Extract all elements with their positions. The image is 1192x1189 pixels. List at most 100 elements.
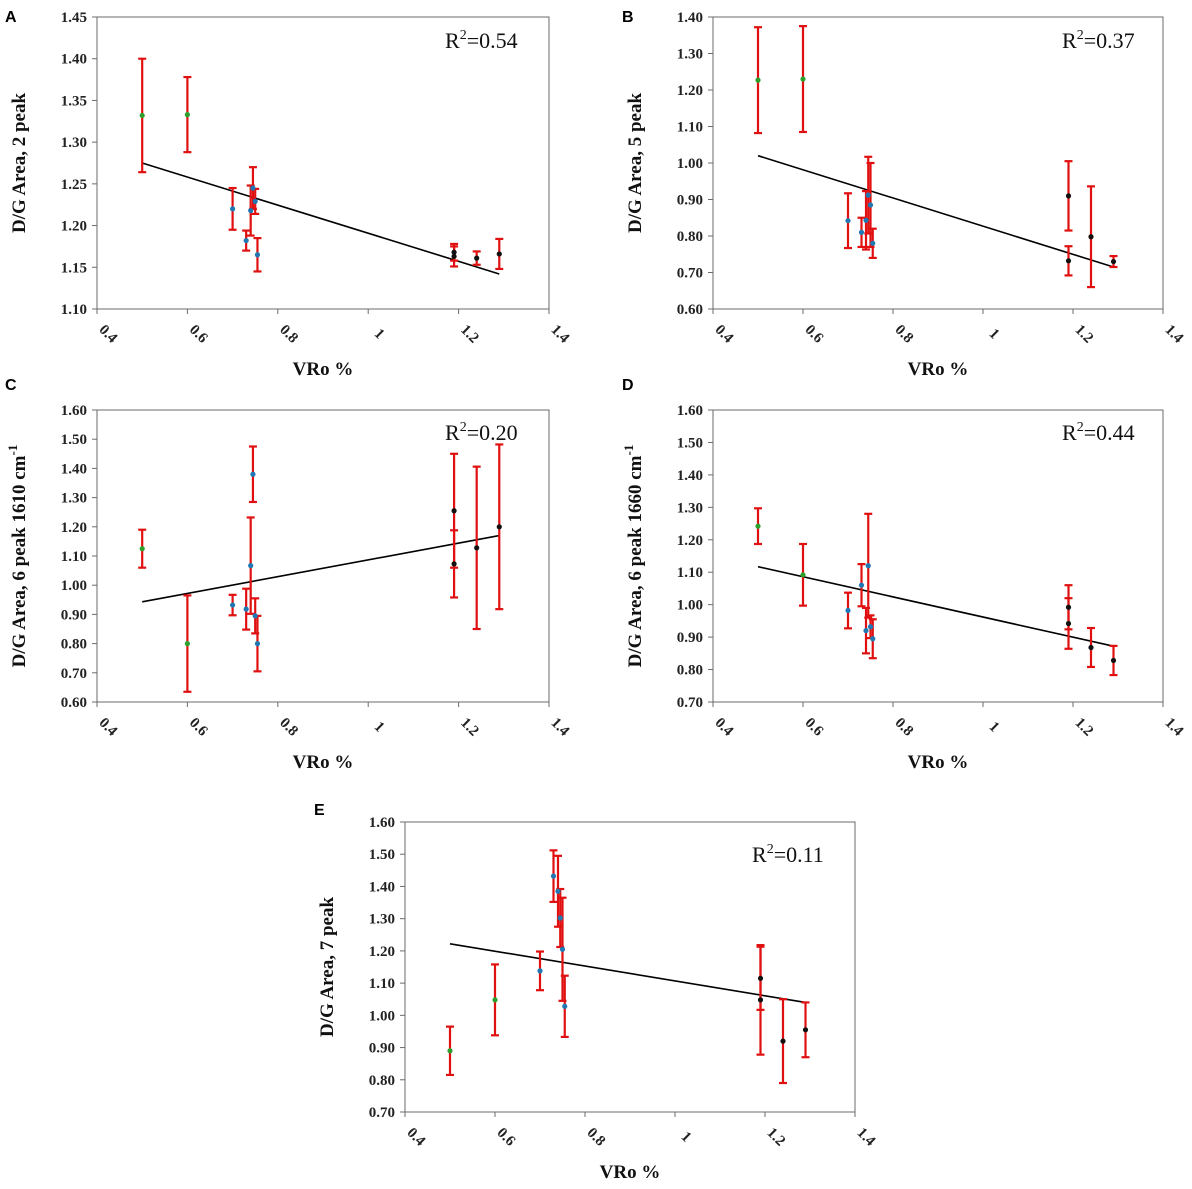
data-point (492, 997, 498, 1003)
data-point (248, 207, 254, 214)
data-point (474, 545, 480, 551)
x-tick-label: 1.4 (548, 715, 573, 740)
x-tick-label: 1.4 (1162, 715, 1187, 740)
data-point (800, 76, 806, 82)
y-tick-label: 1.60 (369, 815, 395, 831)
data-point (537, 968, 543, 974)
y-tick-label: 1.30 (677, 47, 703, 63)
y-axis-title-text: D/G Area, 2 peak (9, 93, 30, 233)
data-point (867, 624, 874, 630)
r-squared-label: R2=0.20 (445, 420, 518, 445)
y-axis-title: D/G Area, 5 peak (625, 93, 646, 233)
y-tick-label: 0.70 (369, 1105, 395, 1121)
y-tick-label: 0.90 (677, 630, 703, 646)
x-tick-label: 0.8 (276, 322, 301, 347)
y-tick-label: 0.80 (677, 663, 703, 679)
y-tick-label: 1.40 (677, 10, 703, 26)
r-squared-prefix: R (445, 28, 460, 53)
data-point (184, 112, 190, 118)
y-tick-label: 1.10 (677, 120, 703, 136)
y-axis-title: D/G Area, 6 peak 1610 cm-1 (5, 445, 30, 668)
y-tick-label: 0.90 (677, 193, 703, 209)
y-tick-label: 0.60 (677, 302, 703, 318)
y-axis-title: D/G Area, 2 peak (9, 93, 30, 233)
r-squared-label: R2=0.11 (752, 842, 824, 867)
x-tick-label: 0.6 (186, 322, 211, 347)
y-tick-label: 0.80 (61, 637, 87, 653)
data-point (1110, 657, 1117, 664)
y-tick-label: 1.10 (61, 302, 87, 318)
x-tick-label: 1.4 (1162, 322, 1187, 347)
data-point (557, 915, 563, 921)
data-point (757, 997, 764, 1003)
r-squared-prefix: R (1062, 420, 1077, 445)
x-tick-label: 0.6 (186, 715, 211, 740)
y-axis-title-text: D/G Area, 6 peak 1660 cm (625, 455, 646, 667)
r-squared-label: R2=0.44 (1062, 420, 1135, 445)
panel-letter: D (622, 377, 634, 394)
panel-letter: C (5, 377, 17, 394)
data-point (865, 192, 871, 198)
r-squared-label: R2=0.37 (1062, 28, 1135, 53)
data-point (1065, 258, 1072, 264)
data-point (845, 218, 851, 224)
data-point (254, 641, 261, 647)
data-point (451, 561, 457, 567)
x-tick-label: 0.6 (802, 322, 827, 347)
y-tick-label: 1.00 (677, 598, 703, 614)
x-tick-label: 0.4 (96, 322, 121, 347)
data-point (252, 198, 258, 204)
y-tick-label: 0.90 (369, 1041, 395, 1057)
data-point (254, 252, 261, 258)
plot-frame (404, 821, 856, 1113)
data-point (1065, 604, 1072, 610)
y-axis-title-text: D/G Area, 5 peak (625, 93, 646, 233)
data-point (496, 251, 502, 257)
data-point (865, 563, 871, 569)
data-point (248, 563, 254, 569)
x-tick-label: 0.8 (892, 322, 917, 347)
x-axis-title: VRo % (908, 359, 969, 380)
x-tick-label: 1.4 (548, 322, 573, 347)
data-point (139, 546, 145, 552)
y-tick-label: 1.10 (677, 565, 703, 581)
x-tick-label: 1.2 (1072, 715, 1097, 740)
y-tick-label: 1.20 (61, 520, 87, 536)
panel-letter: A (5, 9, 17, 26)
r-squared-prefix: R (752, 842, 767, 867)
y-tick-label: 0.80 (369, 1073, 395, 1089)
panel-a: A 1.10 1.15 1.20 1.25 1.30 1.35 1.40 1.45 0.4 0.6 0… (5, 9, 572, 380)
x-tick-label: 0.4 (712, 715, 737, 740)
x-tick-label: 1.4 (854, 1125, 879, 1150)
y-axis-title-text: D/G Area, 6 peak 1610 cm (9, 455, 30, 667)
data-point (858, 229, 865, 235)
data-point (243, 606, 249, 612)
x-tick-label: 1.2 (764, 1125, 789, 1150)
data-point (555, 888, 561, 894)
data-point (562, 1003, 568, 1009)
x-axis-title: VRo % (908, 752, 969, 773)
x-tick-label: 0.4 (96, 715, 121, 740)
x-tick-label: 1 (371, 719, 388, 736)
panel-b: B 0.60 0.70 0.80 0.90 1.00 1.10 1.20 1.30 1.40 0.4… (622, 9, 1186, 380)
y-tick-label: 1.60 (677, 403, 703, 419)
y-tick-label: 1.10 (61, 549, 87, 565)
r-squared-label: R2=0.54 (445, 28, 518, 53)
data-point (845, 607, 851, 614)
y-tick-label: 0.60 (61, 695, 87, 711)
y-tick-label: 1.20 (677, 83, 703, 99)
data-point (867, 202, 874, 208)
y-tick-label: 1.30 (369, 912, 395, 928)
r-squared-value: =0.54 (467, 28, 518, 53)
data-point (250, 471, 256, 477)
y-tick-label: 1.25 (61, 177, 87, 193)
y-tick-label: 1.35 (61, 93, 87, 109)
x-axis-title: VRo % (600, 1162, 661, 1183)
r-squared-value: =0.44 (1084, 420, 1135, 445)
panel-d: D 0.70 0.80 0.90 1.00 1.10 1.20 1.30 1.40 1.50 1.6… (621, 377, 1186, 773)
data-point (1065, 620, 1072, 627)
y-tick-label: 0.70 (61, 666, 87, 682)
data-point (474, 255, 480, 261)
y-tick-label: 1.50 (369, 847, 395, 863)
x-axis-title: VRo % (293, 752, 354, 773)
